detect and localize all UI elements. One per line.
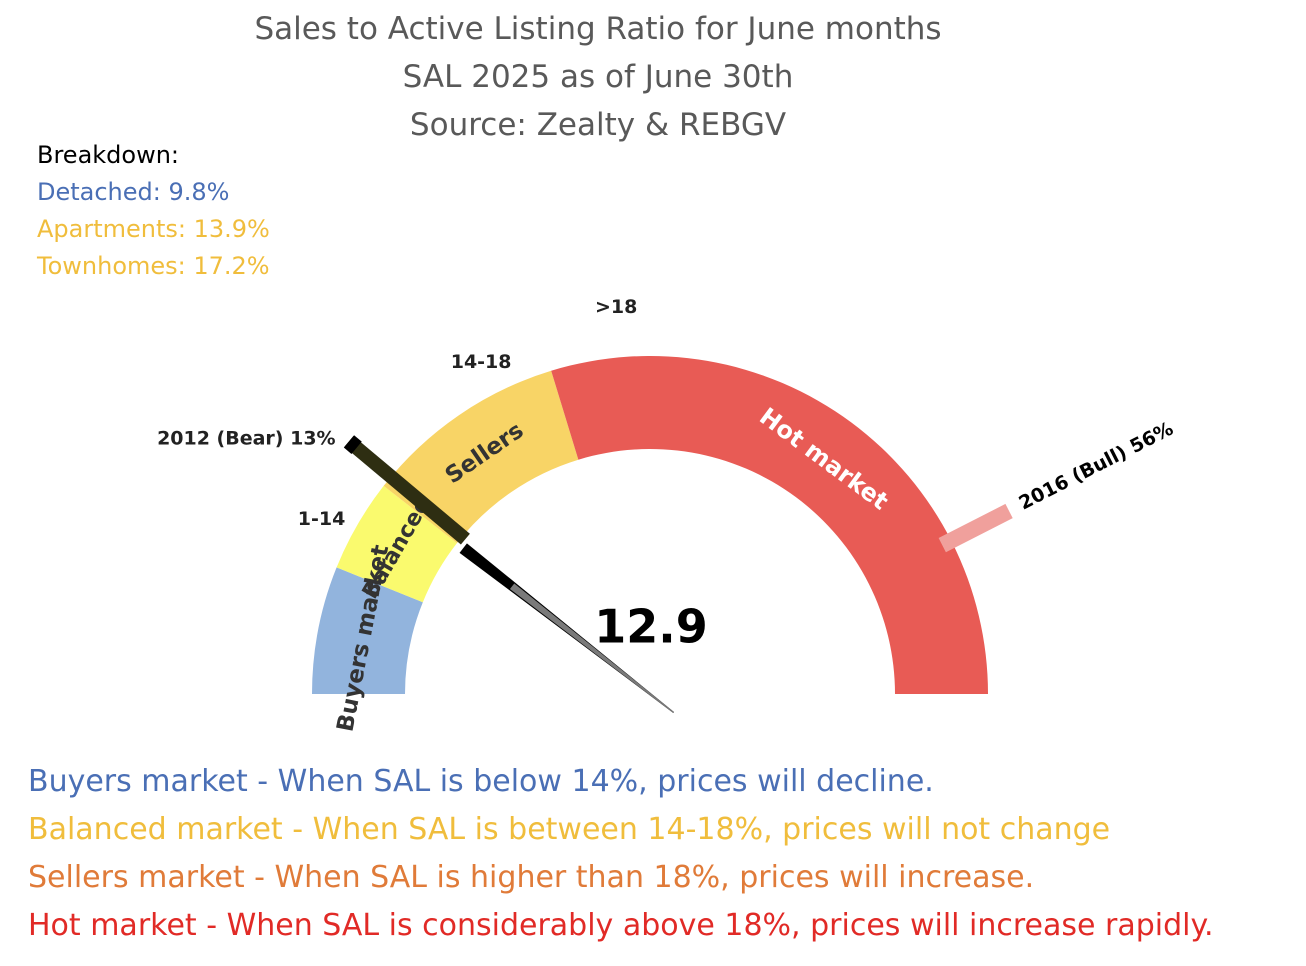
bear-marker-label: 2012 (Bear) 13%	[157, 427, 336, 449]
legend-sellers: Sellers market - When SAL is higher than…	[28, 860, 1035, 895]
chart-title-line-1: Sales to Active Listing Ratio for June m…	[254, 11, 942, 47]
gauge-segment-sellers	[383, 370, 579, 544]
gauge-range-label: 14-18	[451, 351, 512, 373]
legend-hot: Hot market - When SAL is considerably ab…	[28, 908, 1214, 943]
bear-marker-cap	[343, 435, 362, 454]
gauge-segment-buyers-market	[312, 567, 423, 694]
legend-balanced: Balanced market - When SAL is between 14…	[28, 812, 1111, 847]
chart-title-line-2: SAL 2025 as of June 30th	[402, 59, 794, 95]
gauge-segment-hot-market	[551, 356, 988, 694]
gauge-value-label: 12.9	[594, 600, 708, 654]
legend-buyers: Buyers market - When SAL is below 14%, p…	[28, 764, 934, 799]
gauge-needle-taper	[509, 583, 675, 713]
gauge-range-label: 1-14	[298, 508, 346, 530]
breakdown-detached: Detached: 9.8%	[37, 178, 230, 206]
bull-marker-label: 2016 (Bull) 56%	[1015, 418, 1176, 515]
bull-marker-tick	[938, 503, 1013, 553]
chart-title-line-3: Source: Zealty & REBGV	[409, 107, 787, 143]
breakdown-apartments: Apartments: 13.9%	[37, 215, 270, 243]
gauge-segment-balanced	[336, 485, 457, 603]
breakdown-heading: Breakdown:	[37, 141, 180, 169]
gauge-range-label: >18	[595, 296, 637, 318]
breakdown-townhomes: Townhomes: 17.2%	[37, 252, 270, 280]
bear-marker-band	[344, 436, 470, 545]
